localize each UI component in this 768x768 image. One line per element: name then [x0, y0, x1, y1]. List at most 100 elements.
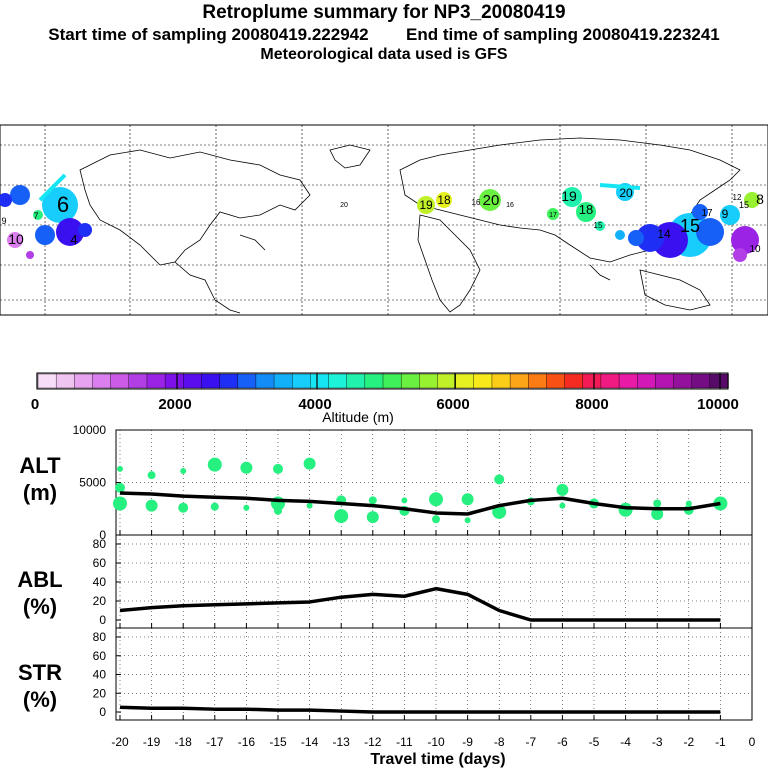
y-tick-label: 20	[93, 594, 107, 608]
plume-circle	[479, 189, 501, 211]
x-axis-label: Travel time (days)	[370, 751, 505, 768]
page-title: Retroplume summary for NP3_20080419	[202, 2, 566, 23]
x-tick-label: -19	[143, 735, 161, 749]
plume-circle	[636, 224, 664, 252]
colorbar-tick-label: 8000	[575, 396, 608, 413]
plume-circle	[547, 208, 559, 220]
plume-circle	[744, 192, 760, 208]
colorbar-cell	[455, 373, 475, 389]
colorbar-cell	[164, 373, 184, 389]
y-tick-label: 40	[93, 668, 107, 682]
altitude-dot	[653, 499, 662, 508]
plume-circle	[417, 196, 435, 214]
altitude-colorbar: 0 2000 4000 6000 8000 10000 Altitude (m)	[31, 372, 739, 425]
y-tick-label: 80	[93, 630, 107, 644]
plume-day-label: 16	[506, 202, 514, 209]
x-tick-label: -5	[589, 735, 600, 749]
colorbar-tick-label: 6000	[436, 396, 469, 413]
plume-streak	[38, 173, 67, 202]
colorbar-cell	[564, 373, 584, 389]
colorbar-cell	[637, 373, 657, 389]
colorbar-cell	[528, 373, 548, 389]
colorbar-tick-label: 4000	[298, 396, 331, 413]
series-line-abl	[119, 586, 721, 622]
x-tick-label: -17	[206, 735, 224, 749]
x-tick-label: -2	[683, 735, 694, 749]
series-line-str	[119, 705, 721, 714]
x-tick-label: -9	[462, 735, 473, 749]
altitude-dot	[492, 504, 507, 519]
colorbar-cell	[364, 373, 384, 389]
plume-circle	[628, 230, 644, 246]
colorbar-label: Altitude (m)	[322, 409, 394, 425]
panel-ylabel: ABL	[17, 567, 62, 592]
plume-markers	[0, 173, 760, 262]
y-tick-label: 0	[99, 613, 106, 627]
time-series-panels: 1000050000ALT(m)806040200ABL(%)806040200…	[17, 423, 755, 749]
colorbar-cell	[128, 373, 148, 389]
plume-streak	[599, 183, 641, 190]
altitude-dot	[685, 500, 692, 507]
colorbar-cell	[600, 373, 620, 389]
map-gridlines	[0, 125, 768, 315]
altitude-dot	[240, 461, 253, 474]
plume-circle	[595, 221, 605, 231]
altitude-dot	[432, 515, 440, 524]
x-tick-label: -10	[427, 735, 445, 749]
plume-circle	[10, 185, 30, 205]
altitude-dot	[210, 502, 219, 511]
colorbar-cell	[618, 373, 638, 389]
colorbar-tick-label: 0	[31, 396, 39, 413]
x-tick-label: -6	[557, 735, 568, 749]
plume-day-label: 17	[549, 212, 557, 219]
plume-circle	[33, 210, 43, 220]
colorbar-cell	[382, 373, 402, 389]
plume-circle	[78, 223, 92, 237]
panel-ylabel-unit: (%)	[23, 594, 57, 619]
plume-circle	[576, 202, 596, 222]
altitude-dot	[429, 492, 443, 507]
y-tick-label: 0	[99, 705, 106, 719]
altitude-dot	[651, 508, 664, 520]
plume-day-label: 20	[340, 202, 348, 209]
colorbar-cell	[491, 373, 511, 389]
plume-circle	[733, 248, 747, 262]
x-tick-label: -4	[620, 735, 631, 749]
x-tick-label: -13	[333, 735, 351, 749]
colorbar-cell	[255, 373, 275, 389]
plume-circle	[615, 230, 625, 240]
plume-circle	[720, 205, 740, 225]
altitude-dot	[556, 483, 569, 496]
altitude-dot	[461, 493, 474, 506]
plume-day-label: 6	[57, 192, 69, 217]
altitude-dot	[115, 482, 125, 493]
colorbar-cell	[237, 373, 257, 389]
panel-frame	[115, 627, 753, 721]
plume-day-label: 19	[561, 188, 577, 204]
colorbar-cell	[37, 373, 57, 389]
plume-circle	[26, 251, 34, 259]
plume-circle	[692, 204, 708, 220]
colorbar-cell	[473, 373, 493, 389]
plume-day-label: 7	[33, 211, 38, 221]
colorbar-cell	[582, 373, 602, 389]
y-tick-label: 40	[93, 575, 107, 589]
x-tick-label: -8	[494, 735, 505, 749]
panel-ylabel: ALT	[19, 453, 61, 478]
plume-day-label: 19	[419, 198, 433, 212]
plume-circle	[42, 187, 78, 223]
x-tick-label: -16	[238, 735, 256, 749]
altitude-dot	[368, 496, 377, 505]
plume-circle	[35, 225, 55, 245]
colorbar-cell	[201, 373, 221, 389]
colorbar-cell	[509, 373, 529, 389]
plume-day-label: 8	[756, 191, 764, 207]
plume-circle	[56, 218, 84, 246]
panel-alt: 10000 5000 0 ALT(m)	[19, 423, 753, 542]
altitude-dot	[207, 457, 222, 472]
colorbar-tick-label: 10000	[697, 396, 739, 413]
altitude-dot	[464, 517, 471, 524]
